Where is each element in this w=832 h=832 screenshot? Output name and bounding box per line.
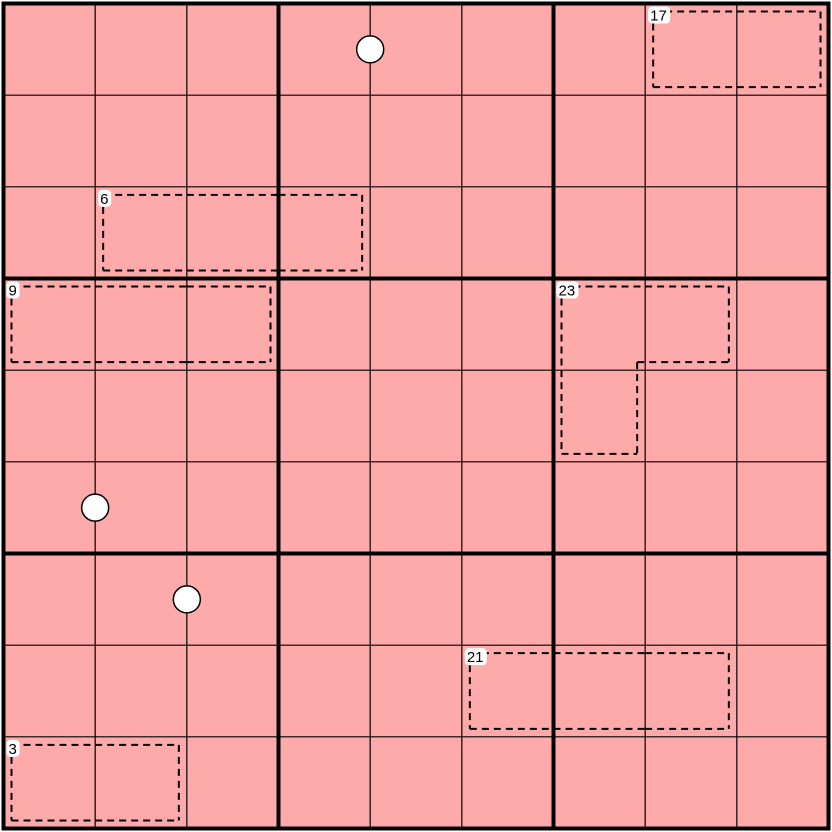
sudoku-cell[interactable]	[645, 278, 737, 371]
sudoku-cell[interactable]	[461, 95, 554, 187]
sudoku-cell[interactable]	[370, 553, 462, 646]
killer-cage: 3	[6, 739, 180, 822]
sudoku-cell[interactable]	[186, 461, 279, 554]
sudoku-cell[interactable]	[645, 370, 737, 462]
cage-sum-label-background	[648, 6, 671, 24]
sudoku-cell[interactable]	[553, 553, 646, 646]
sudoku-cell[interactable]	[95, 370, 187, 462]
sudoku-cell[interactable]	[645, 553, 737, 646]
killer-cage: 23	[556, 281, 730, 455]
sudoku-cell[interactable]	[278, 736, 371, 829]
cage-sum-label-background	[98, 189, 112, 207]
sudoku-cell[interactable]	[645, 461, 737, 554]
sudoku-cell[interactable]	[370, 461, 462, 554]
sudoku-cell[interactable]	[278, 553, 371, 646]
sudoku-cell[interactable]	[186, 186, 279, 279]
cage-sum-label: 9	[9, 283, 17, 300]
sudoku-cell[interactable]	[3, 553, 96, 646]
sudoku-cell[interactable]	[95, 95, 187, 187]
cage-sum-label: 6	[100, 191, 108, 208]
sudoku-cell[interactable]	[736, 95, 829, 187]
sudoku-cell[interactable]	[553, 736, 646, 829]
sudoku-cell[interactable]	[95, 736, 187, 829]
sudoku-cell[interactable]	[736, 461, 829, 554]
sudoku-cell[interactable]	[736, 3, 829, 96]
white-kropki-dot	[80, 493, 110, 522]
sudoku-cell[interactable]	[186, 95, 279, 187]
sudoku-cell[interactable]	[645, 95, 737, 187]
sudoku-cell[interactable]	[278, 278, 371, 371]
sudoku-cell[interactable]	[95, 645, 187, 737]
sudoku-cell[interactable]	[461, 736, 554, 829]
sudoku-cell[interactable]	[553, 370, 646, 462]
sudoku-cell[interactable]	[370, 370, 462, 462]
sudoku-cell[interactable]	[553, 186, 646, 279]
sudoku-cell[interactable]	[278, 645, 371, 737]
sudoku-cell[interactable]	[736, 736, 829, 829]
sudoku-cell[interactable]	[553, 645, 646, 737]
sudoku-cell[interactable]	[3, 3, 96, 96]
sudoku-cell[interactable]	[3, 95, 96, 187]
cage-sum-label: 17	[650, 8, 667, 25]
cage-sum-label-background	[6, 739, 20, 757]
sudoku-cell[interactable]	[370, 278, 462, 371]
sudoku-cell[interactable]	[3, 461, 96, 554]
sudoku-cell[interactable]	[370, 95, 462, 187]
cage-sum-label: 23	[559, 283, 576, 300]
sudoku-cell[interactable]	[461, 553, 554, 646]
killer-cage: 21	[464, 648, 730, 730]
cage-sum-label: 3	[9, 741, 17, 758]
sudoku-cell[interactable]	[186, 370, 279, 462]
sudoku-cell[interactable]	[95, 461, 187, 554]
sudoku-cell[interactable]	[186, 645, 279, 737]
sudoku-cell[interactable]	[461, 3, 554, 96]
sudoku-cell[interactable]	[461, 186, 554, 279]
sudoku-cell[interactable]	[736, 278, 829, 371]
sudoku-cell[interactable]	[278, 95, 371, 187]
sudoku-cell[interactable]	[186, 553, 279, 646]
sudoku-cell[interactable]	[736, 370, 829, 462]
sudoku-cell[interactable]	[278, 370, 371, 462]
killer-cage: 6	[98, 189, 364, 272]
sudoku-cell[interactable]	[370, 186, 462, 279]
killer-cage: 17	[648, 6, 822, 89]
sudoku-cell[interactable]	[553, 3, 646, 96]
sudoku-cell[interactable]	[278, 461, 371, 554]
sudoku-cell[interactable]	[553, 461, 646, 554]
sudoku-cell[interactable]	[370, 736, 462, 829]
sudoku-cell[interactable]	[461, 370, 554, 462]
sudoku-cell[interactable]	[278, 186, 371, 279]
sudoku-cell[interactable]	[186, 736, 279, 829]
sudoku-cell[interactable]	[461, 278, 554, 371]
sudoku-cell[interactable]	[370, 645, 462, 737]
cage-sum-label-background	[464, 648, 487, 666]
white-kropki-dot	[355, 35, 385, 64]
cage-sum-label-background	[556, 281, 579, 299]
sudoku-cell[interactable]	[95, 278, 187, 371]
sudoku-cell[interactable]	[645, 736, 737, 829]
sudoku-cell[interactable]	[186, 3, 279, 96]
sudoku-cell[interactable]	[186, 278, 279, 371]
killer-cage: 9	[6, 281, 272, 364]
sudoku-cell[interactable]	[3, 370, 96, 462]
sudoku-cell[interactable]	[645, 645, 737, 737]
sudoku-cell[interactable]	[553, 95, 646, 187]
sudoku-cell[interactable]	[461, 461, 554, 554]
sudoku-cell[interactable]	[736, 553, 829, 646]
sudoku-cell[interactable]	[645, 186, 737, 279]
cage-sum-label-background	[6, 281, 20, 299]
sudoku-cell[interactable]	[95, 3, 187, 96]
sudoku-cell[interactable]	[95, 553, 187, 646]
cage-sum-label: 21	[467, 649, 484, 666]
white-kropki-dot	[172, 585, 202, 614]
sudoku-cell[interactable]	[278, 3, 371, 96]
sudoku-cell[interactable]	[3, 186, 96, 279]
sudoku-cell[interactable]	[736, 186, 829, 279]
sudoku-cell[interactable]	[736, 645, 829, 737]
sudoku-cell[interactable]	[3, 645, 96, 737]
sudoku-cell[interactable]	[370, 3, 462, 96]
